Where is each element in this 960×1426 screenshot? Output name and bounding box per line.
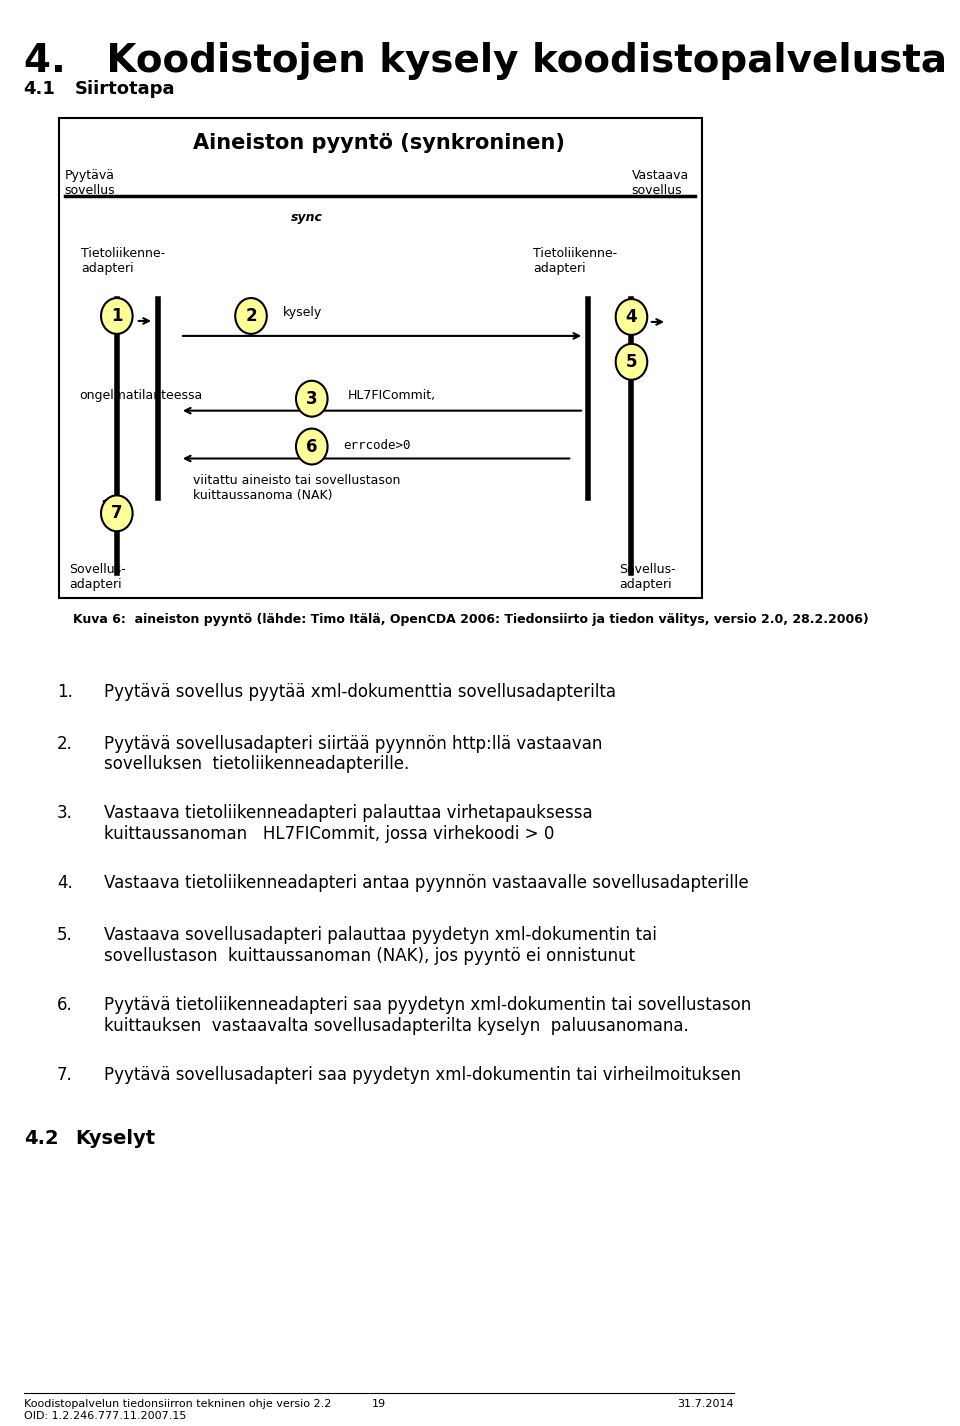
Ellipse shape bbox=[101, 495, 132, 532]
Text: Kuva 6:  aineiston pyyntö (lähde: Timo Itälä, OpenCDA 2006: Tiedonsiirto ja tied: Kuva 6: aineiston pyyntö (lähde: Timo It… bbox=[73, 613, 869, 626]
Text: Sovellus-
adapteri: Sovellus- adapteri bbox=[69, 563, 126, 592]
Text: 5: 5 bbox=[626, 352, 637, 371]
Text: Vastaava sovellusadapteri palauttaa pyydetyn xml-dokumentin tai
sovellustason  k: Vastaava sovellusadapteri palauttaa pyyd… bbox=[105, 925, 657, 965]
Text: 7: 7 bbox=[111, 505, 123, 522]
Text: Tietoliikenne-
adapteri: Tietoliikenne- adapteri bbox=[82, 247, 165, 275]
Text: sync: sync bbox=[291, 211, 323, 224]
Text: 31.7.2014: 31.7.2014 bbox=[678, 1399, 734, 1409]
Text: Vastaava
sovellus: Vastaava sovellus bbox=[632, 170, 688, 197]
Text: 2.: 2. bbox=[57, 734, 73, 753]
Text: 19: 19 bbox=[372, 1399, 386, 1409]
Text: 4.: 4. bbox=[57, 874, 73, 893]
Text: 3.: 3. bbox=[57, 804, 73, 823]
Text: 4.2: 4.2 bbox=[24, 1129, 59, 1148]
Text: Koodistopalvelun tiedonsiirron tekninen ohje versio 2.2
OID: 1.2.246.777.11.2007: Koodistopalvelun tiedonsiirron tekninen … bbox=[24, 1399, 331, 1422]
Text: 4.1: 4.1 bbox=[24, 80, 56, 98]
Text: HL7FICommit,: HL7FICommit, bbox=[348, 389, 436, 402]
Text: 3: 3 bbox=[306, 389, 318, 408]
Text: kysely: kysely bbox=[282, 307, 322, 319]
Text: 5.: 5. bbox=[57, 925, 73, 944]
Ellipse shape bbox=[296, 381, 327, 416]
Text: 4: 4 bbox=[626, 308, 637, 327]
Text: Pyytävä sovellus pyytää xml-dokumenttia sovellusadapterilta: Pyytävä sovellus pyytää xml-dokumenttia … bbox=[105, 683, 616, 700]
Ellipse shape bbox=[296, 429, 327, 465]
Text: ongelmatilanteessa: ongelmatilanteessa bbox=[79, 389, 203, 402]
Text: viitattu aineisto tai sovellustason
kuittaussanoma (NAK): viitattu aineisto tai sovellustason kuit… bbox=[193, 475, 400, 502]
Text: Kyselyt: Kyselyt bbox=[75, 1129, 156, 1148]
Ellipse shape bbox=[615, 299, 647, 335]
Ellipse shape bbox=[615, 344, 647, 379]
Text: Sovellus-
adapteri: Sovellus- adapteri bbox=[619, 563, 676, 592]
Ellipse shape bbox=[235, 298, 267, 334]
Text: 2: 2 bbox=[245, 307, 257, 325]
Text: Aineiston pyyntö (synkroninen): Aineiston pyyntö (synkroninen) bbox=[193, 133, 564, 153]
Text: 4.   Koodistojen kysely koodistopalvelusta: 4. Koodistojen kysely koodistopalvelusta bbox=[24, 41, 947, 80]
Text: Pyytävä tietoliikenneadapteri saa pyydetyn xml-dokumentin tai sovellustason
kuit: Pyytävä tietoliikenneadapteri saa pyydet… bbox=[105, 995, 752, 1034]
Text: 1.: 1. bbox=[57, 683, 73, 700]
Text: Vastaava tietoliikenneadapteri palauttaa virhetapauksessa
kuittaussanoman   HL7F: Vastaava tietoliikenneadapteri palauttaa… bbox=[105, 804, 593, 843]
Text: Pyytävä sovellusadapteri siirtää pyynnön http:llä vastaavan
sovelluksen  tietoli: Pyytävä sovellusadapteri siirtää pyynnön… bbox=[105, 734, 603, 773]
Text: 7.: 7. bbox=[57, 1065, 73, 1084]
Bar bbox=[60, 117, 703, 597]
Text: 6.: 6. bbox=[57, 995, 73, 1014]
Text: Siirtotapa: Siirtotapa bbox=[75, 80, 176, 98]
Text: Pyytävä sovellusadapteri saa pyydetyn xml-dokumentin tai virheilmoituksen: Pyytävä sovellusadapteri saa pyydetyn xm… bbox=[105, 1065, 741, 1084]
Text: 1: 1 bbox=[111, 307, 123, 325]
Ellipse shape bbox=[101, 298, 132, 334]
Text: Pyytävä
sovellus: Pyytävä sovellus bbox=[64, 170, 115, 197]
Text: Vastaava tietoliikenneadapteri antaa pyynnön vastaavalle sovellusadapterille: Vastaava tietoliikenneadapteri antaa pyy… bbox=[105, 874, 749, 893]
Text: errcode>0: errcode>0 bbox=[344, 439, 411, 452]
Text: 6: 6 bbox=[306, 438, 318, 455]
Text: Tietoliikenne-
adapteri: Tietoliikenne- adapteri bbox=[533, 247, 617, 275]
